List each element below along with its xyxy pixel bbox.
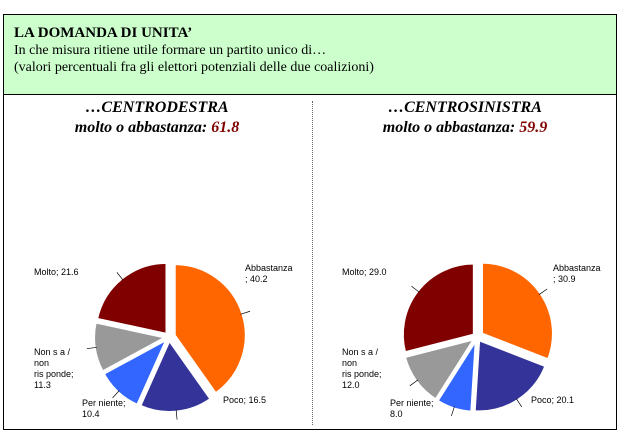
slice-label: Poco; 16.5 [223,395,266,405]
slice-label: Abbastanza; 30.9 [553,263,601,284]
page-title: LA DOMANDA DI UNITA’ [14,25,193,41]
leader-line [451,406,455,417]
leader-line [411,285,420,293]
slice-label: Molto; 21.6 [34,267,79,277]
chart-frame: LA DOMANDA DI UNITA’ In che misura ritie… [3,14,617,430]
slice-label: Per niente; 10.4 [82,398,126,419]
chart-title: …CENTRODESTRA [85,99,229,116]
chart-title: …CENTROSINISTRA [388,99,542,116]
leader-line [538,288,548,295]
pie-chart-centrosinistra: Abbastanza; 30.9 Poco; 20.1 Per niente; 8.0… [342,261,601,419]
panel-centrodestra: …CENTRODESTRA molto o abbastanza: 61.8 A… [4,95,310,429]
pie-slice-molto [401,262,475,354]
slice-label: Abbastanza; 40.2 [245,263,293,284]
slice-label: Molto; 29.0 [342,267,387,277]
slice-label: Non s a / non ris ponde; 11.3 [34,347,74,390]
subtitle-value: 59.9 [519,119,548,136]
leader-line [175,409,178,420]
subtitle-label: molto o abbastanza: [74,119,208,136]
chart-subtitle: molto o abbastanza: 61.8 [4,119,310,137]
leader-line [516,398,522,408]
subtitle-value: 61.8 [211,119,240,136]
question-text: In che misura ritiene utile formare un p… [14,43,327,58]
leader-line [116,272,124,281]
leader-line [409,379,419,387]
panel-divider [312,101,313,425]
subtitle-label: molto o abbastanza: [382,119,516,136]
leader-line [86,346,97,350]
pie-chart-centrodestra: Abbastanza; 40.2 Poco; 16.5 Per niente; 10.… [34,261,293,420]
leader-line [240,310,251,315]
slice-label: Non s a / non ris ponde; 12.0 [342,347,382,390]
slice-label: Poco; 20.1 [531,395,574,405]
chart-subtitle: molto o abbastanza: 59.9 [312,119,618,137]
slice-label: Per niente; 8.0 [390,398,434,419]
panel-centrosinistra: …CENTROSINISTRA molto o abbastanza: 59.9… [312,95,618,429]
pie-slice-molto [95,261,168,336]
header-box: LA DOMANDA DI UNITA’ In che misura ritie… [4,15,616,95]
subtitle-text: (valori percentuali fra gli elettori pot… [14,60,374,75]
leader-line [112,390,120,399]
